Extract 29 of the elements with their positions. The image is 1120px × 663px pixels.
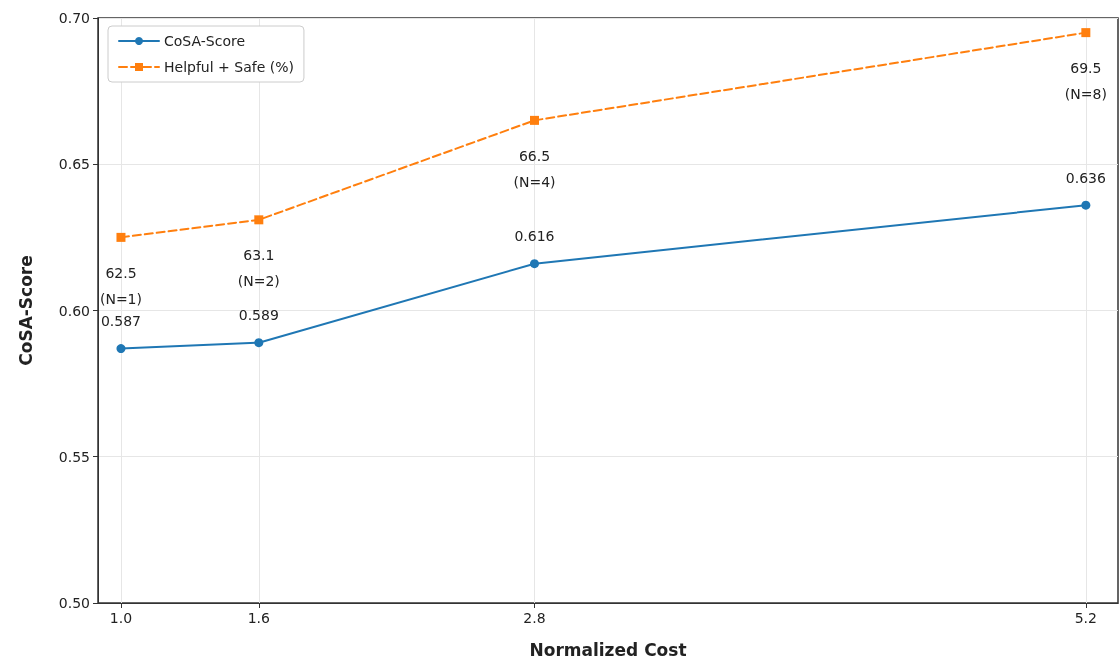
point bbox=[530, 259, 539, 269]
point bbox=[529, 115, 539, 125]
data-label: 69.5 (N=8) bbox=[1064, 60, 1107, 103]
point bbox=[116, 232, 126, 242]
x-tick-label: 1.6 bbox=[247, 610, 271, 626]
point bbox=[116, 344, 126, 354]
x-tick-label: 5.2 bbox=[1074, 610, 1097, 626]
x-tick-label: 2.8 bbox=[523, 610, 546, 626]
x-axis-title: Normalized Cost bbox=[529, 639, 687, 660]
y-tick-label: 0.70 bbox=[58, 10, 90, 26]
data-label: 62.5 (N=1) bbox=[99, 264, 142, 307]
data-label: 63.1 (N=2) bbox=[237, 247, 280, 290]
data-label: 0.616 bbox=[514, 228, 555, 245]
point bbox=[1081, 200, 1091, 210]
point bbox=[254, 215, 264, 225]
y-tick-label: 0.50 bbox=[58, 595, 90, 611]
data-label: 66.5 (N=4) bbox=[513, 147, 556, 190]
data-label: 0.589 bbox=[238, 307, 279, 324]
y-tick-label: 0.60 bbox=[58, 302, 90, 319]
legend-label: CoSA-Score bbox=[164, 33, 246, 49]
data-label: 0.636 bbox=[1065, 169, 1106, 186]
y-tick-label: 0.65 bbox=[58, 156, 90, 173]
x-tick-label: 1.0 bbox=[109, 610, 133, 626]
point bbox=[254, 338, 264, 348]
legend-label: Helpful + Safe (%) bbox=[164, 59, 294, 75]
point bbox=[1081, 28, 1091, 38]
data-label: 0.587 bbox=[100, 313, 142, 330]
y-axis-title: CoSA-Score bbox=[15, 255, 36, 366]
y-tick-label: 0.55 bbox=[58, 448, 90, 465]
